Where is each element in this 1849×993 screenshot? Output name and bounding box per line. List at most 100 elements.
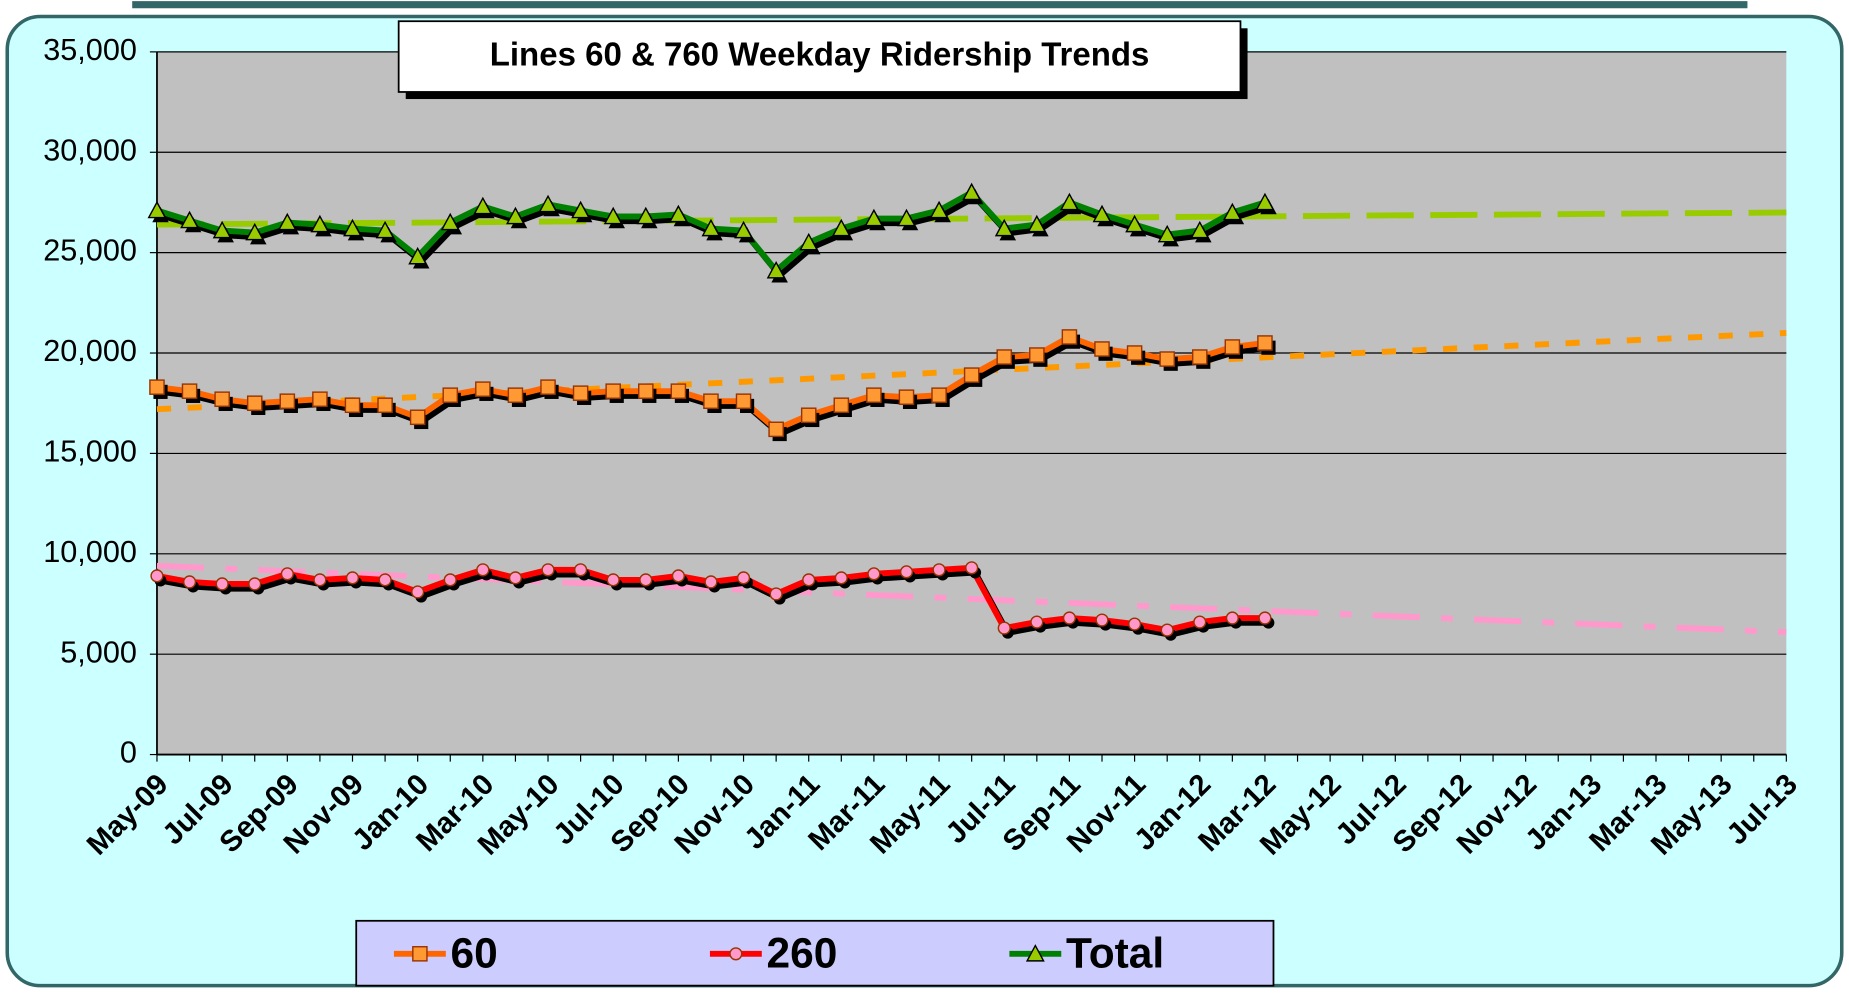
grid bbox=[156, 51, 1787, 756]
trendline bbox=[156, 209, 1787, 228]
data-point bbox=[1222, 202, 1242, 221]
data-point bbox=[313, 573, 327, 587]
data-point bbox=[867, 567, 881, 581]
data-point bbox=[897, 208, 916, 227]
data-point bbox=[833, 397, 850, 414]
data-point bbox=[409, 409, 426, 426]
data-point bbox=[1191, 349, 1208, 365]
data-point bbox=[180, 210, 199, 229]
data-point bbox=[864, 208, 884, 227]
data-point bbox=[1257, 335, 1273, 351]
data-point bbox=[639, 573, 653, 587]
title-box bbox=[397, 20, 1242, 93]
data-point bbox=[1059, 192, 1079, 211]
data-point bbox=[963, 367, 980, 383]
data-point bbox=[572, 385, 589, 401]
legend-marker bbox=[729, 947, 743, 961]
y-tick-label: 0 bbox=[120, 736, 137, 770]
data-point bbox=[704, 575, 718, 589]
data-point bbox=[962, 182, 982, 201]
data-point bbox=[1092, 204, 1112, 223]
data-point bbox=[1225, 611, 1239, 625]
plot-area bbox=[156, 51, 1787, 755]
data-point bbox=[736, 571, 751, 585]
data-point bbox=[571, 200, 591, 219]
data-point bbox=[345, 571, 360, 585]
legend-label: 60 bbox=[451, 929, 498, 976]
legend-marker bbox=[412, 946, 428, 962]
data-point bbox=[636, 206, 656, 225]
data-point bbox=[378, 573, 392, 587]
data-point bbox=[638, 383, 654, 399]
data-point bbox=[899, 565, 914, 579]
data-point bbox=[606, 573, 620, 587]
y-tick-label: 20,000 bbox=[43, 334, 137, 368]
data-point bbox=[508, 571, 523, 585]
data-point bbox=[831, 218, 851, 237]
data-point bbox=[375, 220, 395, 239]
data-point bbox=[866, 387, 882, 403]
data-point bbox=[344, 397, 361, 414]
data-point bbox=[769, 587, 783, 601]
data-point bbox=[280, 567, 294, 581]
y-tick-label: 15,000 bbox=[43, 435, 137, 469]
data-point bbox=[1094, 341, 1110, 357]
data-point bbox=[670, 383, 687, 399]
data-point bbox=[182, 575, 197, 589]
data-point bbox=[149, 379, 165, 395]
trendline bbox=[156, 562, 1787, 636]
data-point bbox=[1027, 214, 1047, 233]
data-point bbox=[1258, 611, 1272, 625]
data-point bbox=[929, 200, 949, 219]
data-point bbox=[440, 212, 460, 231]
data-point bbox=[377, 397, 393, 414]
data-point bbox=[1193, 615, 1207, 629]
data-point bbox=[541, 563, 555, 577]
data-point bbox=[799, 232, 819, 251]
data-point bbox=[147, 200, 167, 219]
data-point bbox=[1159, 351, 1175, 367]
data-point bbox=[1030, 615, 1044, 629]
data-point bbox=[703, 393, 719, 409]
data-point bbox=[411, 585, 425, 599]
y-tick-label: 10,000 bbox=[43, 535, 137, 569]
y-tick-label: 30,000 bbox=[43, 133, 137, 167]
data-point bbox=[212, 220, 232, 239]
legend-label: 260 bbox=[767, 929, 838, 976]
legend-marker bbox=[1025, 944, 1045, 962]
data-point bbox=[408, 246, 428, 265]
data-point bbox=[898, 389, 915, 405]
data-point bbox=[1157, 224, 1177, 243]
data-point bbox=[1160, 623, 1174, 637]
data-point bbox=[1127, 617, 1142, 631]
data-point bbox=[574, 563, 588, 577]
data-point bbox=[343, 218, 362, 237]
data-point bbox=[475, 381, 491, 397]
data-point bbox=[1125, 214, 1145, 233]
data-point bbox=[277, 212, 297, 231]
data-point bbox=[768, 421, 784, 438]
data-point bbox=[1126, 345, 1143, 361]
y-tick-label: 35,000 bbox=[43, 33, 137, 67]
data-point bbox=[668, 204, 688, 223]
data-point bbox=[279, 393, 296, 409]
data-point bbox=[538, 194, 558, 213]
data-point bbox=[1095, 613, 1109, 627]
data-point bbox=[181, 383, 198, 399]
data-point bbox=[1190, 220, 1210, 239]
lines bbox=[147, 182, 1787, 641]
data-point bbox=[802, 573, 816, 587]
legend-box bbox=[355, 919, 1275, 987]
data-point bbox=[214, 391, 230, 407]
data-point bbox=[246, 395, 263, 411]
y-tick-label: 25,000 bbox=[43, 234, 137, 268]
data-point bbox=[507, 387, 524, 403]
data-point bbox=[245, 222, 265, 241]
data-point bbox=[1255, 192, 1275, 211]
trendline bbox=[156, 330, 1787, 413]
data-point bbox=[766, 260, 786, 279]
data-point bbox=[701, 218, 721, 237]
data-point bbox=[540, 379, 556, 395]
